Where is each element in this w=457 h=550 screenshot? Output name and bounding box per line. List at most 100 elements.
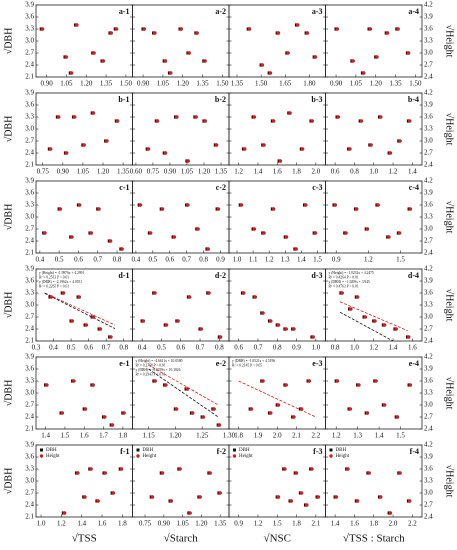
height-point: [119, 467, 124, 471]
height-point: [361, 71, 366, 75]
y2-tick-label: 3.0: [424, 401, 433, 409]
height-point: [160, 471, 165, 475]
height-point: [163, 151, 168, 155]
height-point: [374, 379, 378, 383]
x-tick-label: 1.6: [80, 432, 89, 440]
height-point: [398, 139, 402, 143]
y2-tick-label: 3.9: [424, 277, 433, 285]
y2-tick-label: 3.3: [424, 477, 433, 485]
height-point: [77, 295, 82, 299]
height-point: [375, 55, 379, 59]
height-point: [336, 115, 341, 119]
x-tick-label: 0.6: [84, 344, 93, 352]
height-point: [48, 147, 53, 151]
height-point: [216, 207, 221, 211]
x-tick-label: 1.05: [177, 520, 190, 528]
height-point: [333, 203, 338, 207]
x-tick-label: 1.4: [408, 168, 417, 176]
height-point: [373, 319, 377, 323]
y2-tick-label: 2.7: [424, 61, 433, 69]
height-point: [284, 383, 288, 387]
y-tick-label: 3.0: [25, 301, 34, 309]
y-tick-label: 3.3: [25, 465, 34, 473]
height-point: [262, 143, 266, 147]
height-point: [105, 139, 109, 143]
height-point: [40, 27, 45, 31]
y-tick-label: 3.9: [25, 89, 34, 97]
y-tick-label: 3.6: [25, 277, 34, 285]
height-point: [91, 315, 96, 319]
panel-frame: [325, 180, 423, 254]
height-point: [365, 411, 370, 415]
height-point: [150, 495, 155, 499]
panel-label: c-4: [409, 183, 419, 192]
height-point: [284, 235, 289, 239]
x-tick-label: 1.20: [198, 168, 211, 176]
y-tick-label: 3.0: [25, 389, 34, 397]
y2-axis-label: √Height: [444, 289, 455, 322]
y2-tick-label: 3.9: [424, 189, 433, 197]
height-point: [304, 503, 309, 507]
y2-tick-label: 2.7: [424, 237, 433, 245]
height-point: [376, 203, 380, 207]
y2-tick-label: 3.0: [424, 225, 433, 233]
x-tick-label: 0.4: [132, 256, 141, 264]
x-tick-label: 1.0: [37, 520, 46, 528]
height-point: [247, 27, 252, 31]
height-point: [355, 295, 360, 299]
height-point: [72, 115, 77, 119]
height-point: [276, 495, 281, 499]
y2-tick-label: 3.6: [424, 201, 433, 209]
y2-tick-label: 2.4: [424, 337, 433, 345]
height-point: [299, 407, 304, 411]
height-point: [303, 203, 308, 207]
height-point: [60, 411, 65, 415]
x-tick-label: 2.1: [292, 432, 301, 440]
x-tick-label: 1.9: [254, 432, 263, 440]
height-point: [310, 467, 314, 471]
x-tick-label: 1.80: [303, 80, 316, 88]
y2-tick-label: 3.0: [424, 49, 433, 57]
height-point: [388, 151, 393, 155]
x-tick-label: 0.4: [138, 344, 147, 352]
height-point: [268, 411, 273, 415]
height-point: [103, 471, 108, 475]
y-tick-label: 2.1: [25, 425, 34, 433]
height-point: [109, 335, 113, 339]
height-point: [206, 247, 210, 251]
x-tick-label: 1.2: [369, 344, 378, 352]
y2-tick-label: 3.0: [424, 137, 433, 145]
fit-line: [148, 368, 219, 418]
height-point: [344, 231, 348, 235]
x-tick-label: 0.90: [40, 80, 53, 88]
height-point: [89, 467, 93, 471]
x-tick-label: 0.9: [292, 344, 301, 352]
panel-label: d-4: [408, 271, 419, 280]
y2-tick-label: 3.0: [424, 489, 433, 497]
height-point: [77, 203, 82, 207]
panel-label: f-2: [217, 447, 226, 456]
y2-axis-label: √Height: [444, 465, 455, 498]
height-point: [175, 115, 179, 119]
height-point: [83, 495, 87, 499]
y2-tick-label: 3.3: [424, 389, 433, 397]
height-point: [395, 415, 400, 419]
height-point: [348, 407, 353, 411]
annotation: R² = 0.2145 P < 0.05: [232, 363, 262, 367]
x-tick-label: 1.50: [120, 80, 133, 88]
x-tick-label: 2.1: [311, 520, 320, 528]
x-tick-label: 1.5: [273, 520, 282, 528]
x-tick-label: 1.4: [77, 520, 86, 528]
panel-label: a-2: [215, 7, 226, 16]
y2-tick-label: 3.3: [424, 301, 433, 309]
y2-axis-label: √Height: [444, 377, 455, 410]
x-tick-label: 0.3: [32, 344, 41, 352]
y2-axis-label: √Height: [444, 113, 455, 146]
panel-label: a-3: [312, 7, 323, 16]
height-point: [110, 423, 115, 427]
x-tick-label: 0.5: [157, 344, 166, 352]
y-tick-label: 2.4: [25, 61, 34, 69]
height-point: [70, 319, 75, 323]
y-tick-label: 3.6: [25, 189, 34, 197]
height-point: [49, 295, 54, 299]
